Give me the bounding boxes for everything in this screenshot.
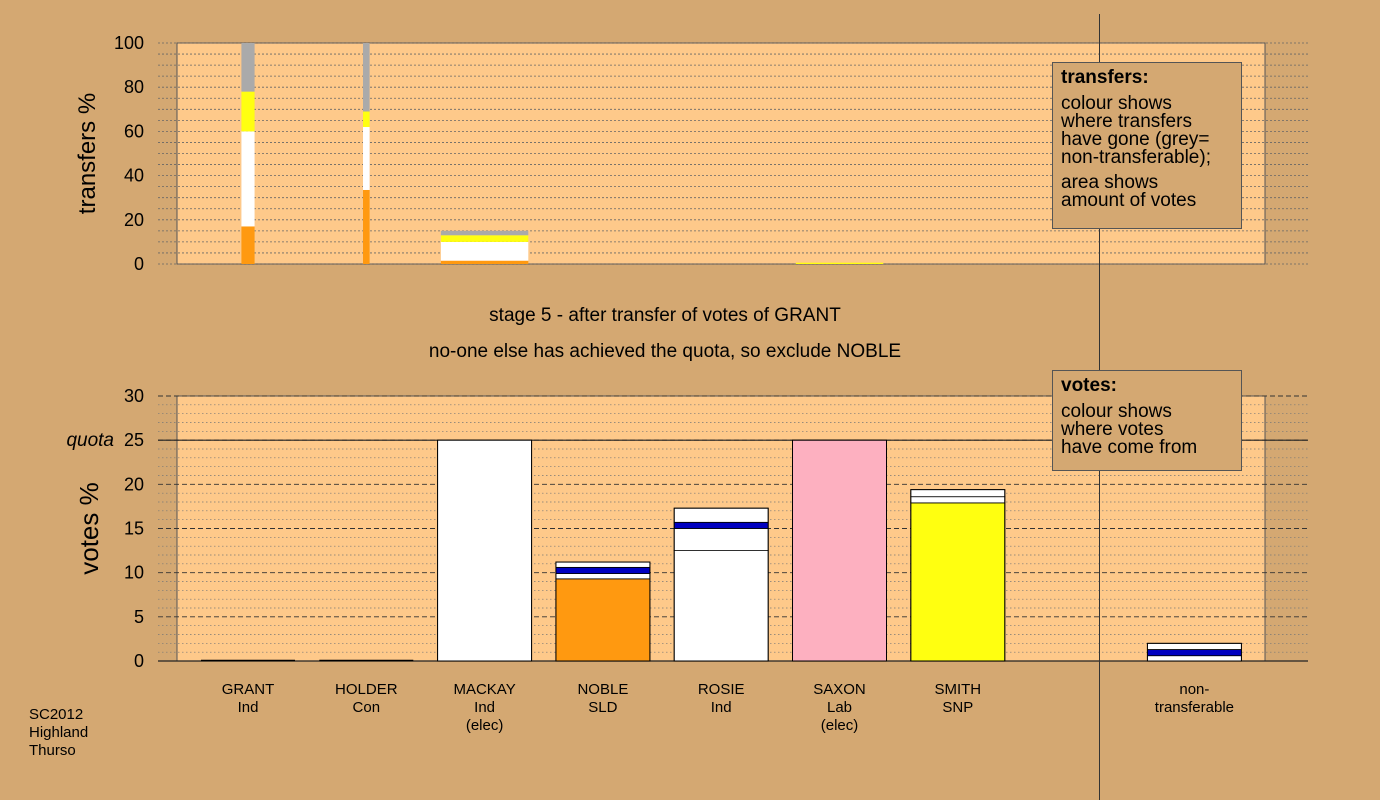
vote-bar-segment — [910, 489, 1006, 498]
vote-bar-outline — [910, 489, 1006, 662]
votes-legend-line: colour shows — [1061, 401, 1172, 422]
y-tick-label: 10 — [124, 563, 144, 583]
vote-bar-segment — [1147, 649, 1242, 657]
vote-bar-outline — [437, 439, 533, 662]
transfers-legend: transfers: colour shows where transfers … — [1052, 62, 1242, 229]
vote-bar-segment — [555, 566, 651, 574]
votes-legend-title: votes: — [1061, 375, 1117, 396]
transfer-bar-segment — [363, 126, 370, 190]
transfer-bar-segment — [363, 111, 370, 127]
y-tick-label: 0 — [134, 651, 144, 671]
transfer-bar-segment — [363, 43, 370, 112]
vote-bar-segment — [555, 578, 651, 662]
y-axis-label: transfers % — [74, 93, 101, 214]
vote-bar-outline — [792, 439, 887, 662]
vote-bar-segment — [555, 573, 651, 580]
candidate-name-label: NOBLE — [577, 681, 628, 698]
candidate-party-label: Con — [353, 699, 381, 716]
transfers-legend-line: colour shows — [1061, 93, 1172, 114]
vote-bar-segment — [673, 507, 769, 523]
transfer-bar-segment — [241, 91, 255, 132]
vote-bar-outline — [555, 561, 651, 662]
vote-bar-segment — [673, 521, 769, 529]
candidate-name-label: ROSIE — [698, 681, 745, 698]
transfer-bar-segment — [795, 262, 884, 264]
y-tick-label: 5 — [134, 607, 144, 627]
candidate-name-label: MACKAY — [453, 681, 515, 698]
vote-bar-segment — [1147, 642, 1242, 650]
transfer-bar-segment — [440, 260, 529, 264]
vote-bar-segment — [910, 502, 1006, 662]
stage-note: no-one else has achieved the quota, so e… — [428, 341, 902, 362]
vote-bar-segment — [437, 439, 533, 662]
candidate-party-label: SNP — [942, 699, 973, 716]
y-tick-label: 25 — [124, 430, 144, 450]
y-tick-label: 15 — [124, 519, 144, 539]
vote-bar-segment — [673, 550, 769, 662]
vote-bar-segment — [910, 496, 1006, 504]
y-axis-label: votes % — [74, 482, 104, 575]
transfers-legend-line: area shows — [1061, 172, 1159, 193]
vote-bar-segment — [1147, 655, 1242, 662]
transfer-bar-segment — [440, 230, 529, 236]
transfer-bar-segment — [241, 43, 255, 92]
candidate-status-label: (elec) — [821, 717, 859, 734]
transfer-bar-segment — [440, 235, 529, 242]
y-tick-label: 80 — [124, 77, 144, 97]
transfer-bar-segment — [241, 226, 255, 264]
vote-bar-segment — [673, 528, 769, 551]
candidate-name-label: GRANT — [222, 681, 275, 698]
footer-ward: Thurso — [29, 742, 76, 759]
votes-legend-line: have come from — [1061, 437, 1198, 458]
footer-election: SC2012 — [29, 706, 84, 723]
stage-title: stage 5 - after transfer of votes of GRA… — [489, 305, 841, 326]
transfers-legend-line: have gone (grey= — [1061, 129, 1210, 150]
vote-bar-outline — [1146, 642, 1242, 662]
footer-council: Highland — [29, 724, 89, 741]
y-tick-label: 0 — [134, 254, 144, 274]
candidate-party-label: Ind — [711, 699, 732, 716]
y-tick-label: 20 — [124, 474, 144, 494]
quota-label: quota — [66, 430, 114, 451]
transfer-bar-segment — [363, 189, 370, 264]
vote-bar-segment — [792, 439, 887, 662]
candidate-name-label: SMITH — [934, 681, 981, 698]
candidate-status-label: (elec) — [466, 717, 504, 734]
candidate-party-label: Lab — [827, 699, 852, 716]
transfers-legend-title: transfers: — [1061, 67, 1149, 88]
y-tick-label: 20 — [124, 210, 144, 230]
candidate-party-label: SLD — [588, 699, 617, 716]
votes-legend-line: where votes — [1061, 419, 1164, 440]
candidate-name-label: non- — [1179, 681, 1209, 698]
transfers-legend-line: non-transferable); — [1061, 147, 1211, 168]
candidate-party-label: transferable — [1155, 699, 1234, 716]
transfers-legend-line: where transfers — [1061, 111, 1192, 132]
y-tick-label: 100 — [114, 33, 144, 53]
candidate-party-label: Ind — [238, 699, 259, 716]
y-tick-label: 30 — [124, 386, 144, 406]
candidate-name-label: SAXON — [813, 681, 866, 698]
vote-bar-segment — [555, 561, 651, 568]
y-tick-label: 60 — [124, 121, 144, 141]
vote-bar-outline — [673, 507, 769, 662]
transfer-bar-segment — [241, 131, 255, 227]
candidate-name-label: HOLDER — [335, 681, 398, 698]
transfers-legend-line: amount of votes — [1061, 190, 1197, 211]
votes-legend: votes: colour shows where votes have com… — [1052, 370, 1242, 471]
transfer-bar-segment — [440, 241, 529, 261]
candidate-party-label: Ind — [474, 699, 495, 716]
y-tick-label: 40 — [124, 166, 144, 186]
